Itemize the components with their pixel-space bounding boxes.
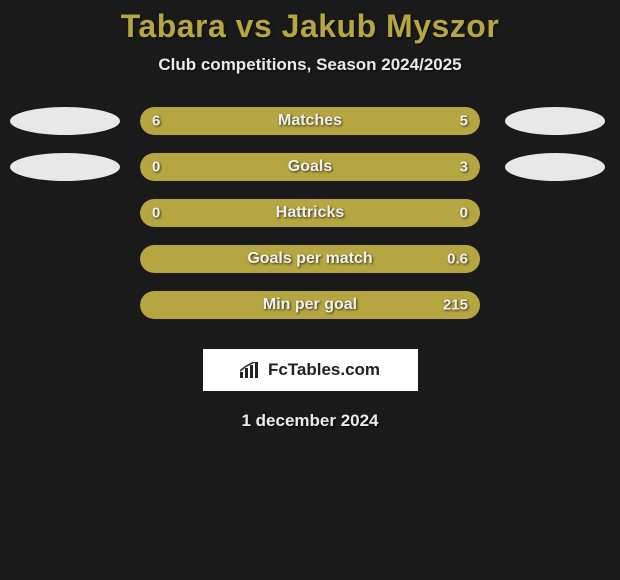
stat-fill-right xyxy=(201,153,480,181)
stat-bar-min-per-goal: Min per goal 215 xyxy=(140,291,480,319)
bar-chart-icon xyxy=(240,362,262,378)
stat-bar-goals: 0 Goals 3 xyxy=(140,153,480,181)
date-text: 1 december 2024 xyxy=(0,411,620,431)
stat-bar-goals-per-match: Goals per match 0.6 xyxy=(140,245,480,273)
brand-box[interactable]: FcTables.com xyxy=(203,349,418,391)
page-subtitle: Club competitions, Season 2024/2025 xyxy=(0,55,620,75)
stat-value-right: 0.6 xyxy=(447,251,468,268)
stat-fill-right xyxy=(327,107,480,135)
player-right-club-badge xyxy=(505,153,605,181)
stat-label: Min per goal xyxy=(263,296,357,314)
stat-value-left: 6 xyxy=(152,113,160,130)
stat-bar-matches: 6 Matches 5 xyxy=(140,107,480,135)
stats-bars: 6 Matches 5 0 Goals 3 0 Hattricks 0 Goal… xyxy=(140,107,480,319)
stat-label: Matches xyxy=(278,112,342,130)
page-title: Tabara vs Jakub Myszor xyxy=(0,0,620,45)
player-left-column xyxy=(10,107,120,199)
stat-value-right: 215 xyxy=(443,297,468,314)
stat-label: Goals xyxy=(288,158,332,176)
brand-text: FcTables.com xyxy=(268,360,380,380)
stat-fill-left xyxy=(140,153,201,181)
player-left-club-badge xyxy=(10,153,120,181)
player-left-badge xyxy=(10,107,120,135)
stat-label: Goals per match xyxy=(247,250,372,268)
stat-bar-hattricks: 0 Hattricks 0 xyxy=(140,199,480,227)
comparison-row: 6 Matches 5 0 Goals 3 0 Hattricks 0 Goal… xyxy=(0,107,620,319)
stat-value-left: 0 xyxy=(152,205,160,222)
player-right-badge xyxy=(505,107,605,135)
stat-label: Hattricks xyxy=(276,204,344,222)
stat-value-right: 0 xyxy=(460,205,468,222)
stat-value-right: 5 xyxy=(460,113,468,130)
player-right-column xyxy=(500,107,610,199)
stat-value-left: 0 xyxy=(152,159,160,176)
stat-value-right: 3 xyxy=(460,159,468,176)
